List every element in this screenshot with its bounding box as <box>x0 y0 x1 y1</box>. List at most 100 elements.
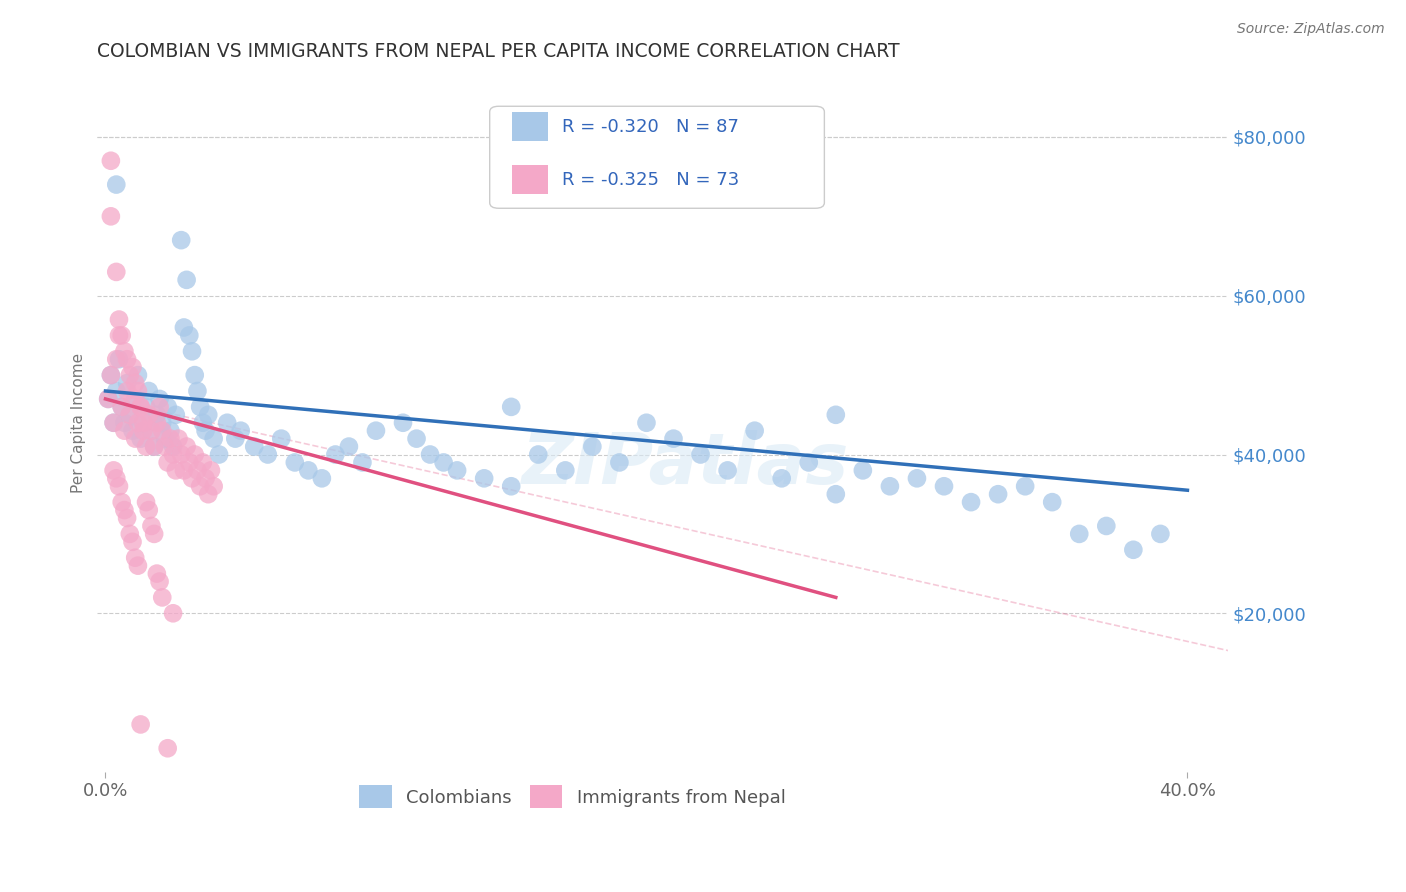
Point <box>150 416 173 430</box>
Point <box>132 416 155 430</box>
Point <box>208 448 231 462</box>
Point <box>146 416 169 430</box>
Point <box>609 455 631 469</box>
Point <box>100 368 122 383</box>
Point <box>202 479 225 493</box>
Point <box>112 344 135 359</box>
Point <box>270 432 292 446</box>
Point <box>284 455 307 469</box>
Point <box>183 448 205 462</box>
Point <box>554 463 576 477</box>
Point <box>1040 495 1063 509</box>
Legend: Colombians, Immigrants from Nepal: Colombians, Immigrants from Nepal <box>352 778 793 815</box>
Point <box>744 424 766 438</box>
Point <box>217 416 239 430</box>
Point <box>162 448 184 462</box>
Point <box>879 479 901 493</box>
Point <box>194 471 217 485</box>
Point <box>115 384 138 398</box>
Point <box>148 574 170 589</box>
Point <box>153 440 176 454</box>
Point <box>176 273 198 287</box>
Point <box>200 463 222 477</box>
Text: R = -0.320   N = 87: R = -0.320 N = 87 <box>562 118 740 136</box>
Point <box>100 368 122 383</box>
Point <box>392 416 415 430</box>
Point <box>156 455 179 469</box>
Point <box>112 416 135 430</box>
Point <box>103 416 125 430</box>
Point <box>127 416 149 430</box>
Point <box>797 455 820 469</box>
Point <box>143 440 166 454</box>
Point <box>97 392 120 406</box>
Point <box>118 527 141 541</box>
Point <box>108 312 131 326</box>
Point <box>824 487 846 501</box>
Point <box>352 455 374 469</box>
Point <box>100 210 122 224</box>
Point <box>103 463 125 477</box>
Text: Source: ZipAtlas.com: Source: ZipAtlas.com <box>1237 22 1385 37</box>
Point <box>179 455 201 469</box>
Bar <box>512 165 548 194</box>
Point <box>156 400 179 414</box>
Point <box>186 463 208 477</box>
Point <box>181 344 204 359</box>
Point <box>173 320 195 334</box>
Point <box>138 503 160 517</box>
Point <box>243 440 266 454</box>
FancyBboxPatch shape <box>489 106 824 208</box>
Text: ZIPatlas: ZIPatlas <box>522 430 849 500</box>
Point <box>824 408 846 422</box>
Point <box>419 448 441 462</box>
Point <box>183 368 205 383</box>
Point <box>132 424 155 438</box>
Point <box>146 408 169 422</box>
Point <box>188 400 211 414</box>
Point <box>111 328 134 343</box>
Point <box>148 392 170 406</box>
Point <box>1069 527 1091 541</box>
Point <box>141 424 163 438</box>
Point <box>256 448 278 462</box>
Point <box>191 416 214 430</box>
Point <box>129 400 152 414</box>
Point <box>135 400 157 414</box>
Point <box>311 471 333 485</box>
Point <box>129 717 152 731</box>
Point <box>636 416 658 430</box>
Point <box>105 265 128 279</box>
Point <box>179 328 201 343</box>
Point <box>165 408 187 422</box>
Point <box>405 432 427 446</box>
Point <box>150 424 173 438</box>
Point <box>224 432 246 446</box>
Point <box>188 479 211 493</box>
Point <box>108 352 131 367</box>
Point <box>97 392 120 406</box>
Point <box>501 400 523 414</box>
Point <box>181 471 204 485</box>
Point <box>156 741 179 756</box>
Point <box>159 424 181 438</box>
Y-axis label: Per Capita Income: Per Capita Income <box>72 352 86 492</box>
Point <box>150 591 173 605</box>
Point <box>111 400 134 414</box>
Point <box>197 487 219 501</box>
Point <box>987 487 1010 501</box>
Point <box>121 392 143 406</box>
Point <box>1014 479 1036 493</box>
Point <box>105 471 128 485</box>
Point <box>432 455 454 469</box>
Point <box>127 558 149 573</box>
Point <box>118 368 141 383</box>
Point <box>229 424 252 438</box>
Point <box>121 360 143 375</box>
Point <box>138 384 160 398</box>
Point <box>170 233 193 247</box>
Point <box>202 432 225 446</box>
Point <box>111 495 134 509</box>
Point <box>124 432 146 446</box>
Point <box>717 463 740 477</box>
